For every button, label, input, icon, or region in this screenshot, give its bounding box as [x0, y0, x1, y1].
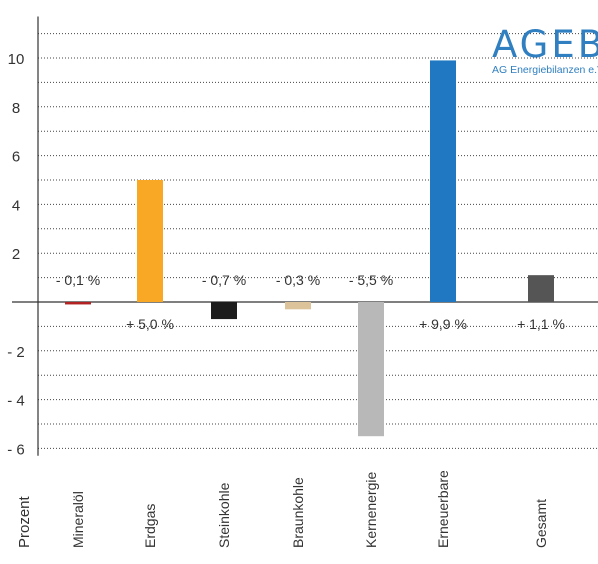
- data-label: - 0,1 %: [56, 272, 100, 288]
- y-tick-label: 6: [12, 149, 20, 166]
- category-label: Erneuerbare: [435, 470, 451, 548]
- y-tick-label: 4: [12, 197, 20, 214]
- category-label: Braunkohle: [290, 477, 306, 548]
- data-label: - 5,5 %: [349, 272, 393, 288]
- category-label: Steinkohle: [216, 482, 232, 548]
- data-label: + 5,0 %: [126, 316, 174, 332]
- y-tick-label: 10: [8, 51, 25, 68]
- logo-subtitle: AG Energiebilanzen e.V.: [492, 64, 598, 76]
- y-tick-label: 2: [12, 246, 20, 263]
- bars: [65, 60, 554, 437]
- bar: [211, 302, 237, 320]
- y-axis-label: Prozent: [16, 495, 33, 548]
- y-tick-label: - 4: [7, 393, 25, 410]
- y-tick-label: - 6: [7, 441, 25, 458]
- bar: [285, 302, 311, 310]
- category-label: Mineralöl: [70, 491, 86, 548]
- category-labels: Mineralöl Erdgas Steinkohle Braunkohle Kerne…: [70, 470, 549, 548]
- category-label: Erdgas: [142, 504, 158, 548]
- bar: [65, 302, 91, 305]
- category-label: Gesamt: [533, 499, 549, 548]
- bar: [430, 60, 456, 302]
- data-label: + 9,9 %: [419, 316, 467, 332]
- data-label: + 1,1 %: [517, 316, 565, 332]
- bar: [528, 275, 554, 302]
- data-labels: - 0,1 % + 5,0 % - 0,7 % - 0,3 % - 5,5 % + 9,9…: [56, 272, 565, 332]
- data-label: - 0,7 %: [202, 272, 246, 288]
- data-label: - 0,3 %: [276, 272, 320, 288]
- category-label: Kernenergie: [363, 472, 379, 548]
- y-tick-label: - 2: [7, 344, 25, 361]
- y-tick-label: 8: [12, 100, 20, 117]
- grid-lines: [38, 33, 598, 449]
- ageb-logo: AGEB AG Energiebilanzen e.V.: [492, 23, 598, 77]
- bar: [137, 180, 163, 302]
- logo-name: AGEB: [492, 23, 598, 66]
- bar: [358, 302, 384, 437]
